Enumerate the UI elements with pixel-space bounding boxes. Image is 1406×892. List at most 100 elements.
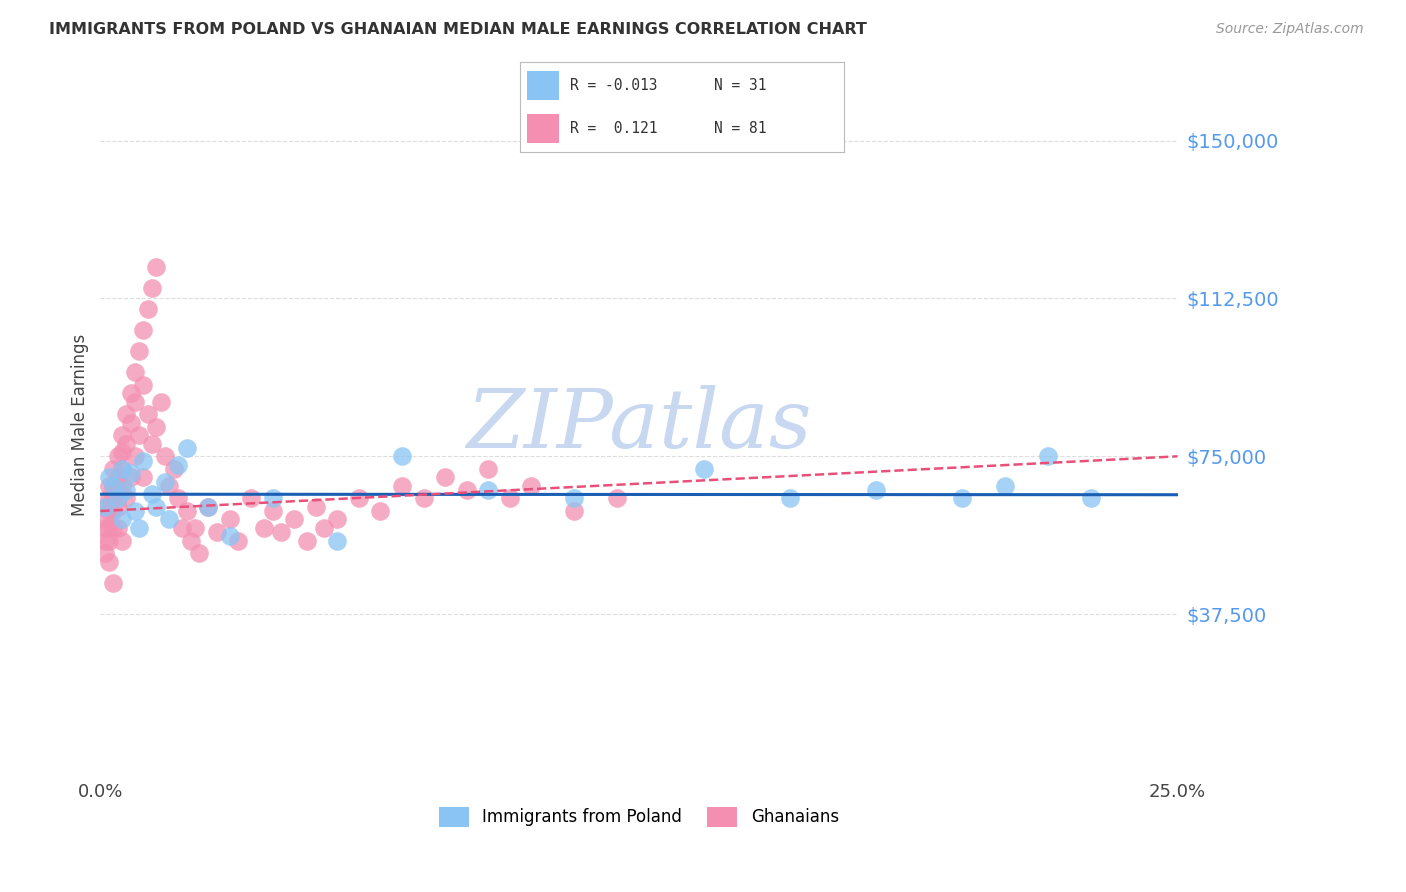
Point (93, 500, 115, 514)
Point (262, 504, 284, 518)
Point (115, 407, 138, 421)
Point (162, 462, 184, 476)
Point (865, 483, 887, 497)
Point (994, 479, 1017, 493)
Point (188, 546, 211, 560)
Point (103, 575, 125, 590)
Point (950, 491, 973, 506)
Point (240, 491, 263, 506)
Point (370, 504, 392, 518)
Point (218, 512, 240, 526)
Point (499, 491, 522, 506)
Point (103, 491, 125, 506)
Bar (527, 71, 560, 100)
Point (93, 533, 115, 548)
Point (107, 450, 129, 464)
Point (124, 365, 146, 379)
Point (98, 491, 121, 506)
Text: N = 81: N = 81 (714, 121, 766, 136)
Point (132, 323, 155, 337)
Point (107, 521, 129, 535)
Point (562, 504, 585, 518)
Point (176, 441, 198, 455)
Point (120, 416, 142, 430)
Point (167, 491, 190, 506)
Point (167, 458, 190, 472)
Point (153, 450, 176, 464)
Point (157, 512, 180, 526)
Point (779, 491, 801, 506)
Point (226, 533, 249, 548)
Legend: Immigrants from Poland, Ghanaians: Immigrants from Poland, Ghanaians (433, 801, 845, 833)
Point (128, 428, 150, 442)
Point (128, 344, 150, 359)
Point (136, 301, 159, 316)
Point (111, 533, 134, 548)
Point (98, 479, 121, 493)
Point (107, 491, 129, 506)
Point (98, 555, 121, 569)
Point (562, 491, 585, 506)
Bar (527, 114, 560, 143)
Point (145, 500, 167, 514)
Point (103, 504, 125, 518)
Point (520, 479, 543, 493)
Point (98, 504, 121, 518)
Point (124, 450, 146, 464)
Point (136, 407, 159, 421)
Point (111, 428, 134, 442)
Point (111, 445, 134, 459)
Point (456, 483, 478, 497)
Point (120, 470, 142, 484)
Text: R =  0.121: R = 0.121 (571, 121, 658, 136)
Point (477, 462, 499, 476)
Point (295, 533, 318, 548)
Point (98, 521, 121, 535)
Point (115, 483, 138, 497)
Point (115, 491, 138, 506)
Point (141, 436, 163, 450)
Point (606, 491, 628, 506)
Point (391, 479, 413, 493)
Point (326, 533, 349, 548)
Point (197, 500, 219, 514)
Point (107, 500, 129, 514)
Point (157, 479, 180, 493)
Point (111, 512, 134, 526)
Point (103, 479, 125, 493)
Point (111, 479, 134, 493)
Point (93, 512, 115, 526)
Point (412, 491, 434, 506)
Point (124, 394, 146, 409)
Point (132, 377, 155, 392)
Point (172, 521, 194, 535)
Text: R = -0.013: R = -0.013 (571, 78, 658, 93)
Point (98, 533, 121, 548)
Point (93, 546, 115, 560)
Point (132, 453, 155, 467)
Point (120, 386, 142, 401)
Point (477, 483, 499, 497)
Point (176, 504, 198, 518)
Point (218, 529, 240, 543)
Point (103, 462, 125, 476)
Point (111, 462, 134, 476)
Point (141, 281, 163, 295)
Point (93, 521, 115, 535)
Point (107, 483, 129, 497)
Point (111, 462, 134, 476)
Point (115, 436, 138, 450)
Point (253, 521, 276, 535)
Point (98, 470, 121, 484)
Point (153, 475, 176, 489)
Point (124, 504, 146, 518)
Point (305, 500, 328, 514)
Point (145, 260, 167, 274)
Point (184, 521, 207, 535)
Point (283, 512, 305, 526)
Point (141, 487, 163, 501)
Point (132, 470, 155, 484)
Text: Source: ZipAtlas.com: Source: ZipAtlas.com (1216, 22, 1364, 37)
Point (120, 466, 142, 480)
Point (326, 512, 349, 526)
